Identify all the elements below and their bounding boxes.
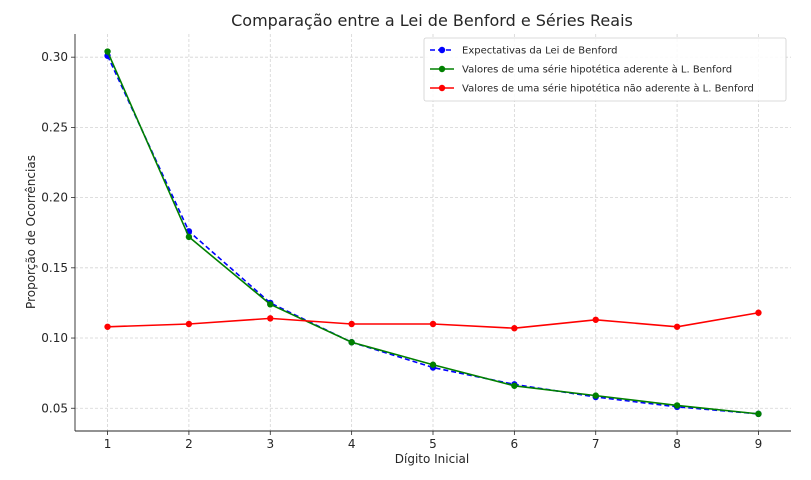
x-tick-label: 4	[348, 437, 356, 451]
data-point	[348, 339, 355, 346]
legend: Expectativas da Lei de Benford Valores de…	[423, 37, 787, 102]
data-point	[755, 309, 762, 316]
x-tick-label: 8	[673, 437, 681, 451]
y-tick-label: 0.30	[41, 50, 68, 64]
x-tick-label: 9	[755, 437, 763, 451]
legend-swatch-marker	[438, 46, 446, 54]
data-point	[755, 410, 762, 418]
data-point	[185, 320, 193, 328]
x-tick-label: 5	[429, 437, 437, 451]
data-point	[429, 361, 437, 368]
data-point	[592, 392, 599, 399]
legend-swatch-marker	[438, 65, 446, 73]
data-point	[104, 323, 111, 330]
legend-entry-label: Valores de uma série hipotética não ader…	[462, 83, 754, 95]
y-tick-label: 0.05	[41, 401, 68, 415]
data-point	[267, 301, 274, 308]
data-point	[429, 320, 437, 328]
legend-entry-label: Valores de uma série hipotética aderente…	[462, 64, 732, 76]
data-point	[511, 325, 518, 332]
legend-entry-label: Expectativas da Lei de Benford	[462, 46, 618, 57]
legend-swatch-marker	[438, 84, 446, 92]
series-layer	[104, 48, 762, 418]
data-point	[592, 316, 599, 323]
y-tick-label: 0.25	[41, 120, 68, 134]
data-point	[267, 315, 274, 322]
x-tick-label: 7	[592, 437, 600, 451]
chart-title: Comparação entre a Lei de Benford e Séri…	[231, 11, 633, 30]
legend-box	[423, 37, 787, 102]
x-tick-label: 2	[185, 437, 193, 451]
y-tick-label: 0.20	[41, 191, 68, 205]
data-point	[673, 402, 681, 409]
y-axis-label: Proporção de Ocorrências	[24, 155, 38, 309]
y-tick-label: 0.10	[41, 331, 68, 345]
x-axis-label: Dígito Inicial	[395, 452, 469, 466]
y-tick-label: 0.15	[41, 261, 68, 275]
x-tick-label: 6	[511, 437, 519, 451]
data-point	[104, 48, 111, 55]
data-point	[348, 320, 355, 328]
data-point	[185, 233, 193, 241]
x-tick-label: 1	[104, 437, 112, 451]
axes: 1 2 3 4 5 6 7 8 9 0.05 0.10 0.15 0.20 0.25 0.30	[41, 34, 791, 451]
data-point	[511, 382, 518, 389]
series-line-1	[106, 55, 759, 415]
x-tick-label: 3	[266, 437, 274, 451]
data-point	[673, 323, 681, 330]
